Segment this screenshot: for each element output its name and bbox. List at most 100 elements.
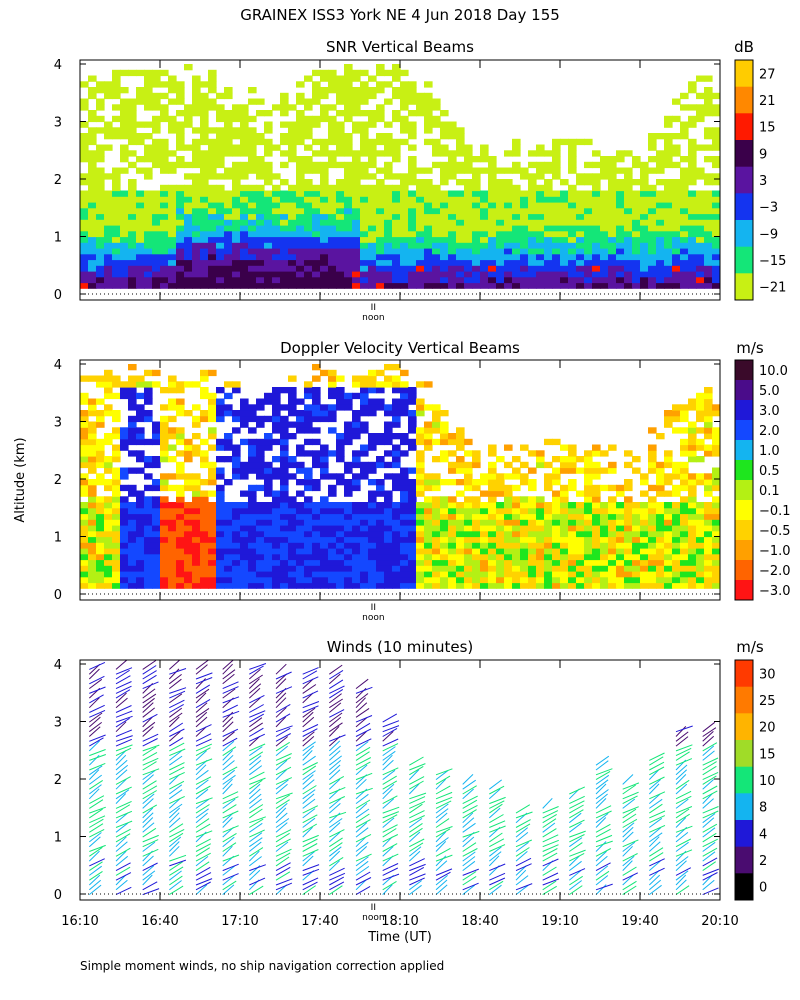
- doppler-cell: [328, 381, 337, 388]
- snr-cell: [328, 225, 337, 232]
- doppler-cell: [448, 461, 457, 469]
- snr-cell: [248, 271, 257, 278]
- snr-cell: [392, 248, 401, 255]
- snr-cell: [656, 167, 665, 174]
- snr-cell: [472, 265, 481, 272]
- doppler-cell: [576, 507, 585, 515]
- doppler-cell: [136, 565, 145, 572]
- wind-barb: [275, 862, 291, 872]
- doppler-cell: [288, 519, 297, 526]
- doppler-cell: [88, 565, 97, 572]
- snr-cell: [272, 184, 281, 192]
- doppler-cell: [96, 444, 105, 451]
- doppler-cell: [648, 519, 657, 526]
- doppler-cell: [200, 456, 209, 463]
- doppler-cell: [544, 565, 553, 572]
- snr-cell: [104, 253, 113, 261]
- doppler-cell: [368, 548, 377, 555]
- snr-cell: [168, 202, 177, 209]
- doppler-cell: [264, 461, 273, 469]
- snr-cell: [576, 190, 585, 197]
- doppler-cell: [512, 565, 521, 572]
- doppler-cell: [584, 548, 593, 555]
- snr-cell: [592, 196, 601, 203]
- doppler-cell: [696, 392, 705, 400]
- snr-cell: [472, 259, 481, 266]
- doppler-cell: [440, 519, 449, 526]
- doppler-cell: [232, 473, 241, 480]
- doppler-cell: [480, 513, 489, 520]
- snr-cell: [224, 144, 233, 151]
- doppler-cell: [248, 496, 257, 503]
- snr-cell: [152, 230, 161, 238]
- doppler-cell: [168, 536, 177, 543]
- snr-cell: [200, 179, 209, 186]
- wind-barb: [569, 875, 583, 886]
- doppler-cell: [584, 559, 593, 566]
- wind-barb: [195, 733, 212, 742]
- snr-cell: [176, 276, 185, 284]
- doppler-cell: [120, 444, 129, 451]
- doppler-cell: [296, 571, 305, 578]
- doppler-cell: [344, 542, 353, 549]
- snr-cell: [216, 225, 225, 232]
- doppler-cell: [664, 536, 673, 543]
- doppler-cell: [472, 553, 481, 561]
- wind-barb: [275, 766, 292, 776]
- snr-cell: [240, 196, 249, 203]
- doppler-cell: [264, 542, 273, 549]
- doppler-cell: [328, 392, 337, 400]
- doppler-cell: [408, 427, 417, 434]
- doppler-cell: [200, 559, 209, 566]
- doppler-cell: [104, 530, 113, 538]
- snr-cell: [560, 276, 569, 284]
- snr-cell: [344, 64, 353, 71]
- snr-cell: [352, 242, 361, 249]
- doppler-cell: [320, 548, 329, 555]
- snr-cell: [512, 225, 521, 232]
- snr-cell: [432, 219, 441, 226]
- snr-cell: [328, 133, 337, 140]
- doppler-cell: [440, 479, 449, 486]
- snr-cell: [536, 196, 545, 203]
- snr-cell: [560, 225, 569, 232]
- doppler-cell: [424, 559, 433, 566]
- doppler-cell: [520, 548, 529, 555]
- doppler-cell: [568, 571, 577, 578]
- doppler-cell: [712, 433, 720, 440]
- doppler-cell: [216, 507, 225, 515]
- snr-cell: [144, 81, 153, 88]
- doppler-cell: [496, 542, 505, 549]
- snr-cell: [248, 196, 257, 203]
- doppler-cell: [432, 438, 441, 446]
- doppler-cell: [96, 530, 105, 538]
- wind-barb: [169, 875, 183, 886]
- doppler-cell: [568, 456, 577, 463]
- doppler-cell: [344, 507, 353, 515]
- snr-cell: [296, 98, 305, 105]
- doppler-cell: [312, 559, 321, 566]
- snr-cell: [656, 271, 665, 278]
- doppler-cell: [96, 559, 105, 566]
- doppler-cell: [160, 530, 169, 538]
- doppler-cell: [560, 525, 569, 532]
- doppler-cell: [384, 519, 393, 526]
- snr-cell: [328, 69, 337, 77]
- doppler-cell: [392, 375, 401, 382]
- doppler-cell: [344, 548, 353, 555]
- wind-barb: [542, 848, 558, 857]
- snr-cell: [392, 75, 401, 82]
- doppler-cell: [248, 438, 257, 446]
- doppler-cell: [680, 502, 689, 509]
- doppler-cell: [160, 502, 169, 509]
- doppler-cell: [408, 444, 417, 451]
- snr-cell: [112, 69, 121, 77]
- snr-cell: [544, 271, 553, 278]
- doppler-cell: [152, 484, 161, 492]
- snr-cell: [552, 242, 561, 249]
- wind-barb: [515, 839, 532, 848]
- doppler-cell: [112, 513, 121, 520]
- wind-barb: [115, 833, 131, 843]
- snr-cell: [480, 282, 489, 289]
- doppler-cell: [280, 513, 289, 520]
